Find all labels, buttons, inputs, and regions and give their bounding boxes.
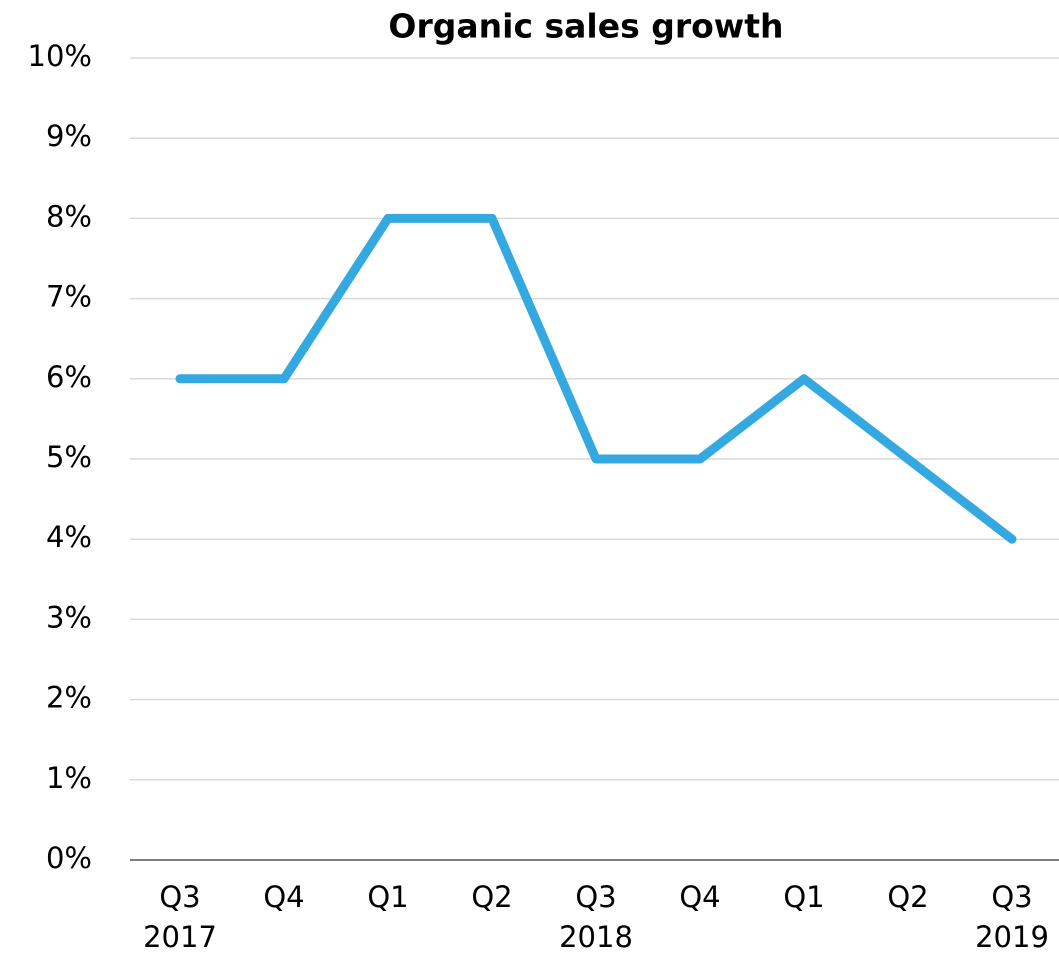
- y-tick-label: 9%: [46, 119, 92, 153]
- y-tick-label: 6%: [46, 360, 92, 394]
- x-tick-label: Q2: [887, 880, 928, 914]
- x-tick-label: 2017: [143, 920, 217, 954]
- x-tick-label: Q1: [783, 880, 824, 914]
- y-tick-label: 0%: [46, 841, 92, 875]
- y-tick-label: 10%: [28, 39, 92, 73]
- y-tick-label: 3%: [46, 600, 92, 634]
- chart-title: Organic sales growth: [388, 7, 783, 46]
- y-tick-label: 5%: [46, 440, 92, 474]
- x-tick-label: Q3: [991, 880, 1032, 914]
- x-tick-label: 2018: [559, 920, 633, 954]
- x-tick-label: Q4: [679, 880, 720, 914]
- x-tick-label: 2019: [975, 920, 1049, 954]
- y-tick-label: 2%: [46, 681, 92, 715]
- y-tick-label: 4%: [46, 520, 92, 554]
- y-tick-label: 7%: [46, 280, 92, 314]
- data-line: [175, 213, 1017, 544]
- y-tick-label: 1%: [46, 761, 92, 795]
- x-tick-label: Q3: [159, 880, 200, 914]
- x-tick-label: Q3: [575, 880, 616, 914]
- y-tick-label: 8%: [46, 199, 92, 233]
- x-tick-label: Q4: [263, 880, 304, 914]
- x-tick-label: Q1: [367, 880, 408, 914]
- x-tick-label: Q2: [471, 880, 512, 914]
